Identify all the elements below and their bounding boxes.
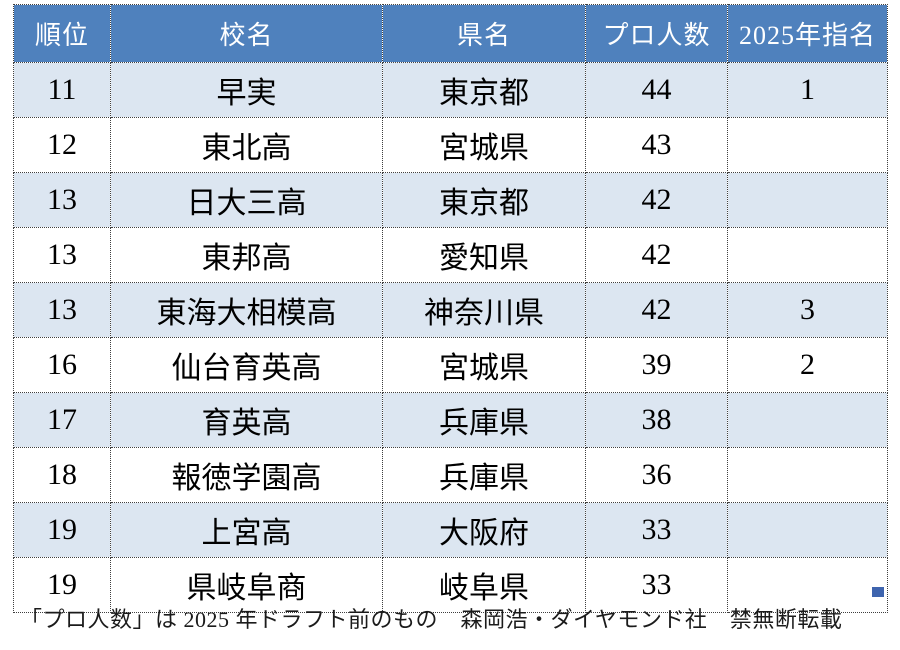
table-row: 13 東邦高 愛知県 42 — [13, 227, 888, 283]
cell-prefecture: 兵庫県 — [382, 447, 586, 503]
cell-rank: 19 — [13, 557, 111, 613]
cell-draft-2025: 3 — [727, 282, 888, 338]
cell-pro-count: 38 — [585, 392, 728, 448]
cell-school: 東北高 — [110, 117, 383, 173]
cell-rank: 13 — [13, 227, 111, 283]
cell-prefecture: 東京都 — [382, 172, 586, 228]
table-row: 18 報徳学園高 兵庫県 36 — [13, 447, 888, 503]
column-header-rank: 順位 — [13, 4, 111, 63]
ranking-table: 順位 校名 県名 プロ人数 2025年指名 11 早実 東京都 44 1 12 … — [13, 4, 888, 613]
cell-pro-count: 39 — [585, 337, 728, 393]
cell-school: 仙台育英高 — [110, 337, 383, 393]
cell-prefecture: 宮城県 — [382, 337, 586, 393]
cell-pro-count: 33 — [585, 557, 728, 613]
cell-draft-2025 — [727, 392, 888, 448]
cell-school: 県岐阜商 — [110, 557, 383, 613]
cell-prefecture: 愛知県 — [382, 227, 586, 283]
cell-pro-count: 42 — [585, 172, 728, 228]
cell-draft-2025: 2 — [727, 337, 888, 393]
cell-rank: 12 — [13, 117, 111, 173]
column-header-school: 校名 — [110, 4, 383, 63]
cell-pro-count: 44 — [585, 62, 728, 118]
cell-school: 早実 — [110, 62, 383, 118]
cell-draft-2025 — [727, 557, 888, 613]
cell-draft-2025: 1 — [727, 62, 888, 118]
cell-rank: 13 — [13, 282, 111, 338]
table-row: 19 上宮高 大阪府 33 — [13, 502, 888, 558]
cell-prefecture: 東京都 — [382, 62, 586, 118]
column-header-draft-2025: 2025年指名 — [727, 4, 888, 63]
fill-handle[interactable] — [872, 587, 884, 597]
cell-rank: 13 — [13, 172, 111, 228]
cell-school: 日大三高 — [110, 172, 383, 228]
cell-rank: 17 — [13, 392, 111, 448]
footer-note: 「プロ人数」は 2025 年ドラフト前のもの 森岡浩・ダイヤモンド社 禁無断転載 — [20, 607, 843, 632]
cell-rank: 16 — [13, 337, 111, 393]
cell-pro-count: 33 — [585, 502, 728, 558]
cell-school: 報徳学園高 — [110, 447, 383, 503]
cell-school: 東邦高 — [110, 227, 383, 283]
cell-pro-count: 42 — [585, 227, 728, 283]
cell-draft-2025 — [727, 172, 888, 228]
cell-prefecture: 兵庫県 — [382, 392, 586, 448]
cell-school: 上宮高 — [110, 502, 383, 558]
cell-draft-2025 — [727, 502, 888, 558]
table-row: 19 県岐阜商 岐阜県 33 — [13, 557, 888, 613]
table-row: 16 仙台育英高 宮城県 39 2 — [13, 337, 888, 393]
cell-prefecture: 岐阜県 — [382, 557, 586, 613]
cell-pro-count: 43 — [585, 117, 728, 173]
table-row: 12 東北高 宮城県 43 — [13, 117, 888, 173]
cell-school: 東海大相模高 — [110, 282, 383, 338]
table-row: 17 育英高 兵庫県 38 — [13, 392, 888, 448]
header-row: 順位 校名 県名 プロ人数 2025年指名 — [13, 4, 888, 63]
cell-rank: 11 — [13, 62, 111, 118]
column-header-prefecture: 県名 — [382, 4, 586, 63]
cell-pro-count: 42 — [585, 282, 728, 338]
cell-prefecture: 神奈川県 — [382, 282, 586, 338]
column-header-pro-count: プロ人数 — [585, 4, 728, 63]
cell-draft-2025 — [727, 117, 888, 173]
table-row: 13 日大三高 東京都 42 — [13, 172, 888, 228]
cell-draft-2025 — [727, 227, 888, 283]
cell-prefecture: 宮城県 — [382, 117, 586, 173]
table-row: 11 早実 東京都 44 1 — [13, 62, 888, 118]
cell-rank: 19 — [13, 502, 111, 558]
cell-draft-2025 — [727, 447, 888, 503]
cell-rank: 18 — [13, 447, 111, 503]
cell-school: 育英高 — [110, 392, 383, 448]
cell-prefecture: 大阪府 — [382, 502, 586, 558]
cell-pro-count: 36 — [585, 447, 728, 503]
table-row: 13 東海大相模高 神奈川県 42 3 — [13, 282, 888, 338]
